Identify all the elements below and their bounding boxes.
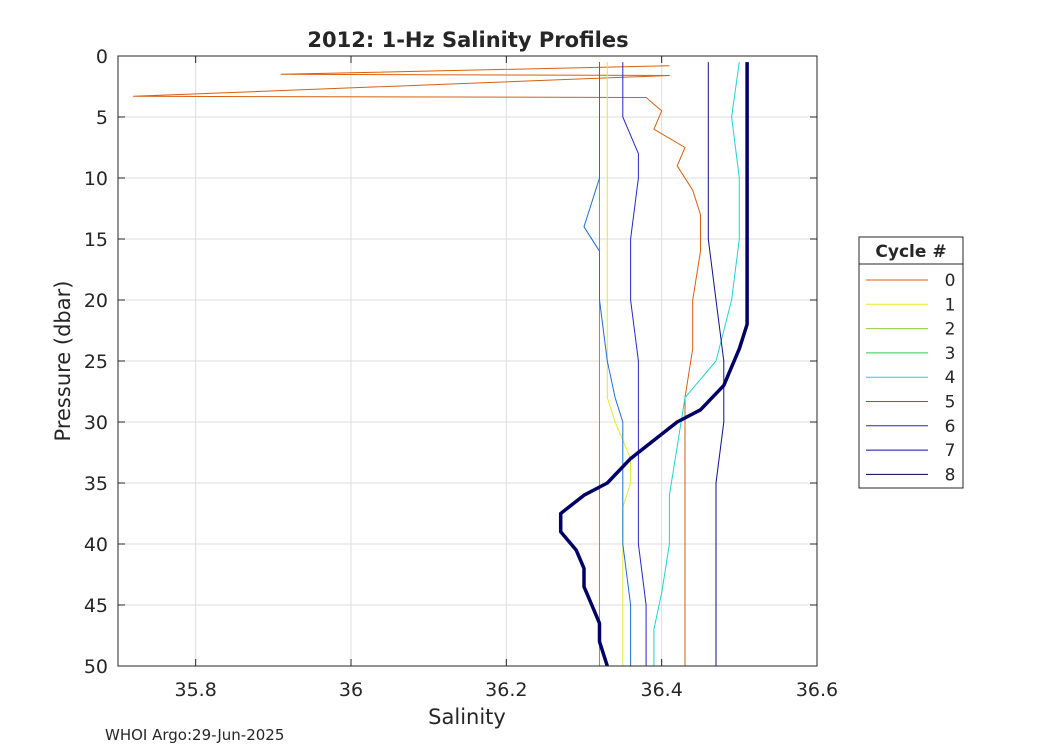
series-line-cycle-6 xyxy=(622,62,647,666)
y-tick-label: 50 xyxy=(84,656,108,678)
legend-label-cycle-0: 0 xyxy=(945,271,956,291)
legend: Cycle # 0 1 2 3 4 5 6 7 8 xyxy=(858,236,964,489)
series-line-cycle-4 xyxy=(653,62,740,666)
y-tick-label: 40 xyxy=(84,534,108,556)
legend-label-cycle-5: 5 xyxy=(945,393,956,413)
y-tick-label: 15 xyxy=(84,229,108,251)
series-line-cycle-1 xyxy=(606,62,632,666)
legend-label-cycle-3: 3 xyxy=(945,344,956,364)
x-tick-label: 36.2 xyxy=(485,679,527,701)
y-tick-label: 10 xyxy=(84,168,108,190)
footer-note: WHOI Argo:29-Jun-2025 xyxy=(105,726,284,744)
y-tick-label: 45 xyxy=(84,595,108,617)
series-line-cycle-8 xyxy=(558,62,749,666)
y-tick-label: 20 xyxy=(84,290,108,312)
y-tick-label: 0 xyxy=(96,46,108,68)
x-axis-label: Salinity xyxy=(428,705,506,729)
x-tick-label: 36.6 xyxy=(796,679,838,701)
x-tick-label: 36 xyxy=(339,679,363,701)
axis-ticks: 35.8 36 36.2 36.4 36.6 0 5 10 15 20 25 30 35 40 45 50 xyxy=(84,46,838,701)
legend-label-cycle-1: 1 xyxy=(945,295,956,315)
legend-label-cycle-6: 6 xyxy=(945,417,956,437)
y-tick-label: 5 xyxy=(96,107,108,129)
y-axis-label: Pressure (dbar) xyxy=(51,281,75,442)
series-line-cycle-7 xyxy=(707,62,725,666)
chart-title: 2012: 1-Hz Salinity Profiles xyxy=(307,28,628,52)
y-tick-label: 35 xyxy=(84,473,108,495)
legend-title: Cycle # xyxy=(875,242,946,262)
legend-items: 0 1 2 3 4 5 6 7 8 xyxy=(866,271,955,485)
series-line-cycle-5 xyxy=(583,62,632,666)
legend-label-cycle-7: 7 xyxy=(945,441,956,461)
legend-box xyxy=(858,236,964,489)
legend-label-cycle-4: 4 xyxy=(945,368,956,388)
x-tick-label: 35.8 xyxy=(175,679,217,701)
series-line-cycle-0 xyxy=(133,65,701,666)
series-lines xyxy=(133,62,749,666)
legend-label-cycle-8: 8 xyxy=(945,465,956,485)
legend-label-cycle-2: 2 xyxy=(945,320,956,340)
y-tick-label: 25 xyxy=(84,351,108,373)
x-tick-label: 36.4 xyxy=(641,679,683,701)
y-tick-label: 30 xyxy=(84,412,108,434)
